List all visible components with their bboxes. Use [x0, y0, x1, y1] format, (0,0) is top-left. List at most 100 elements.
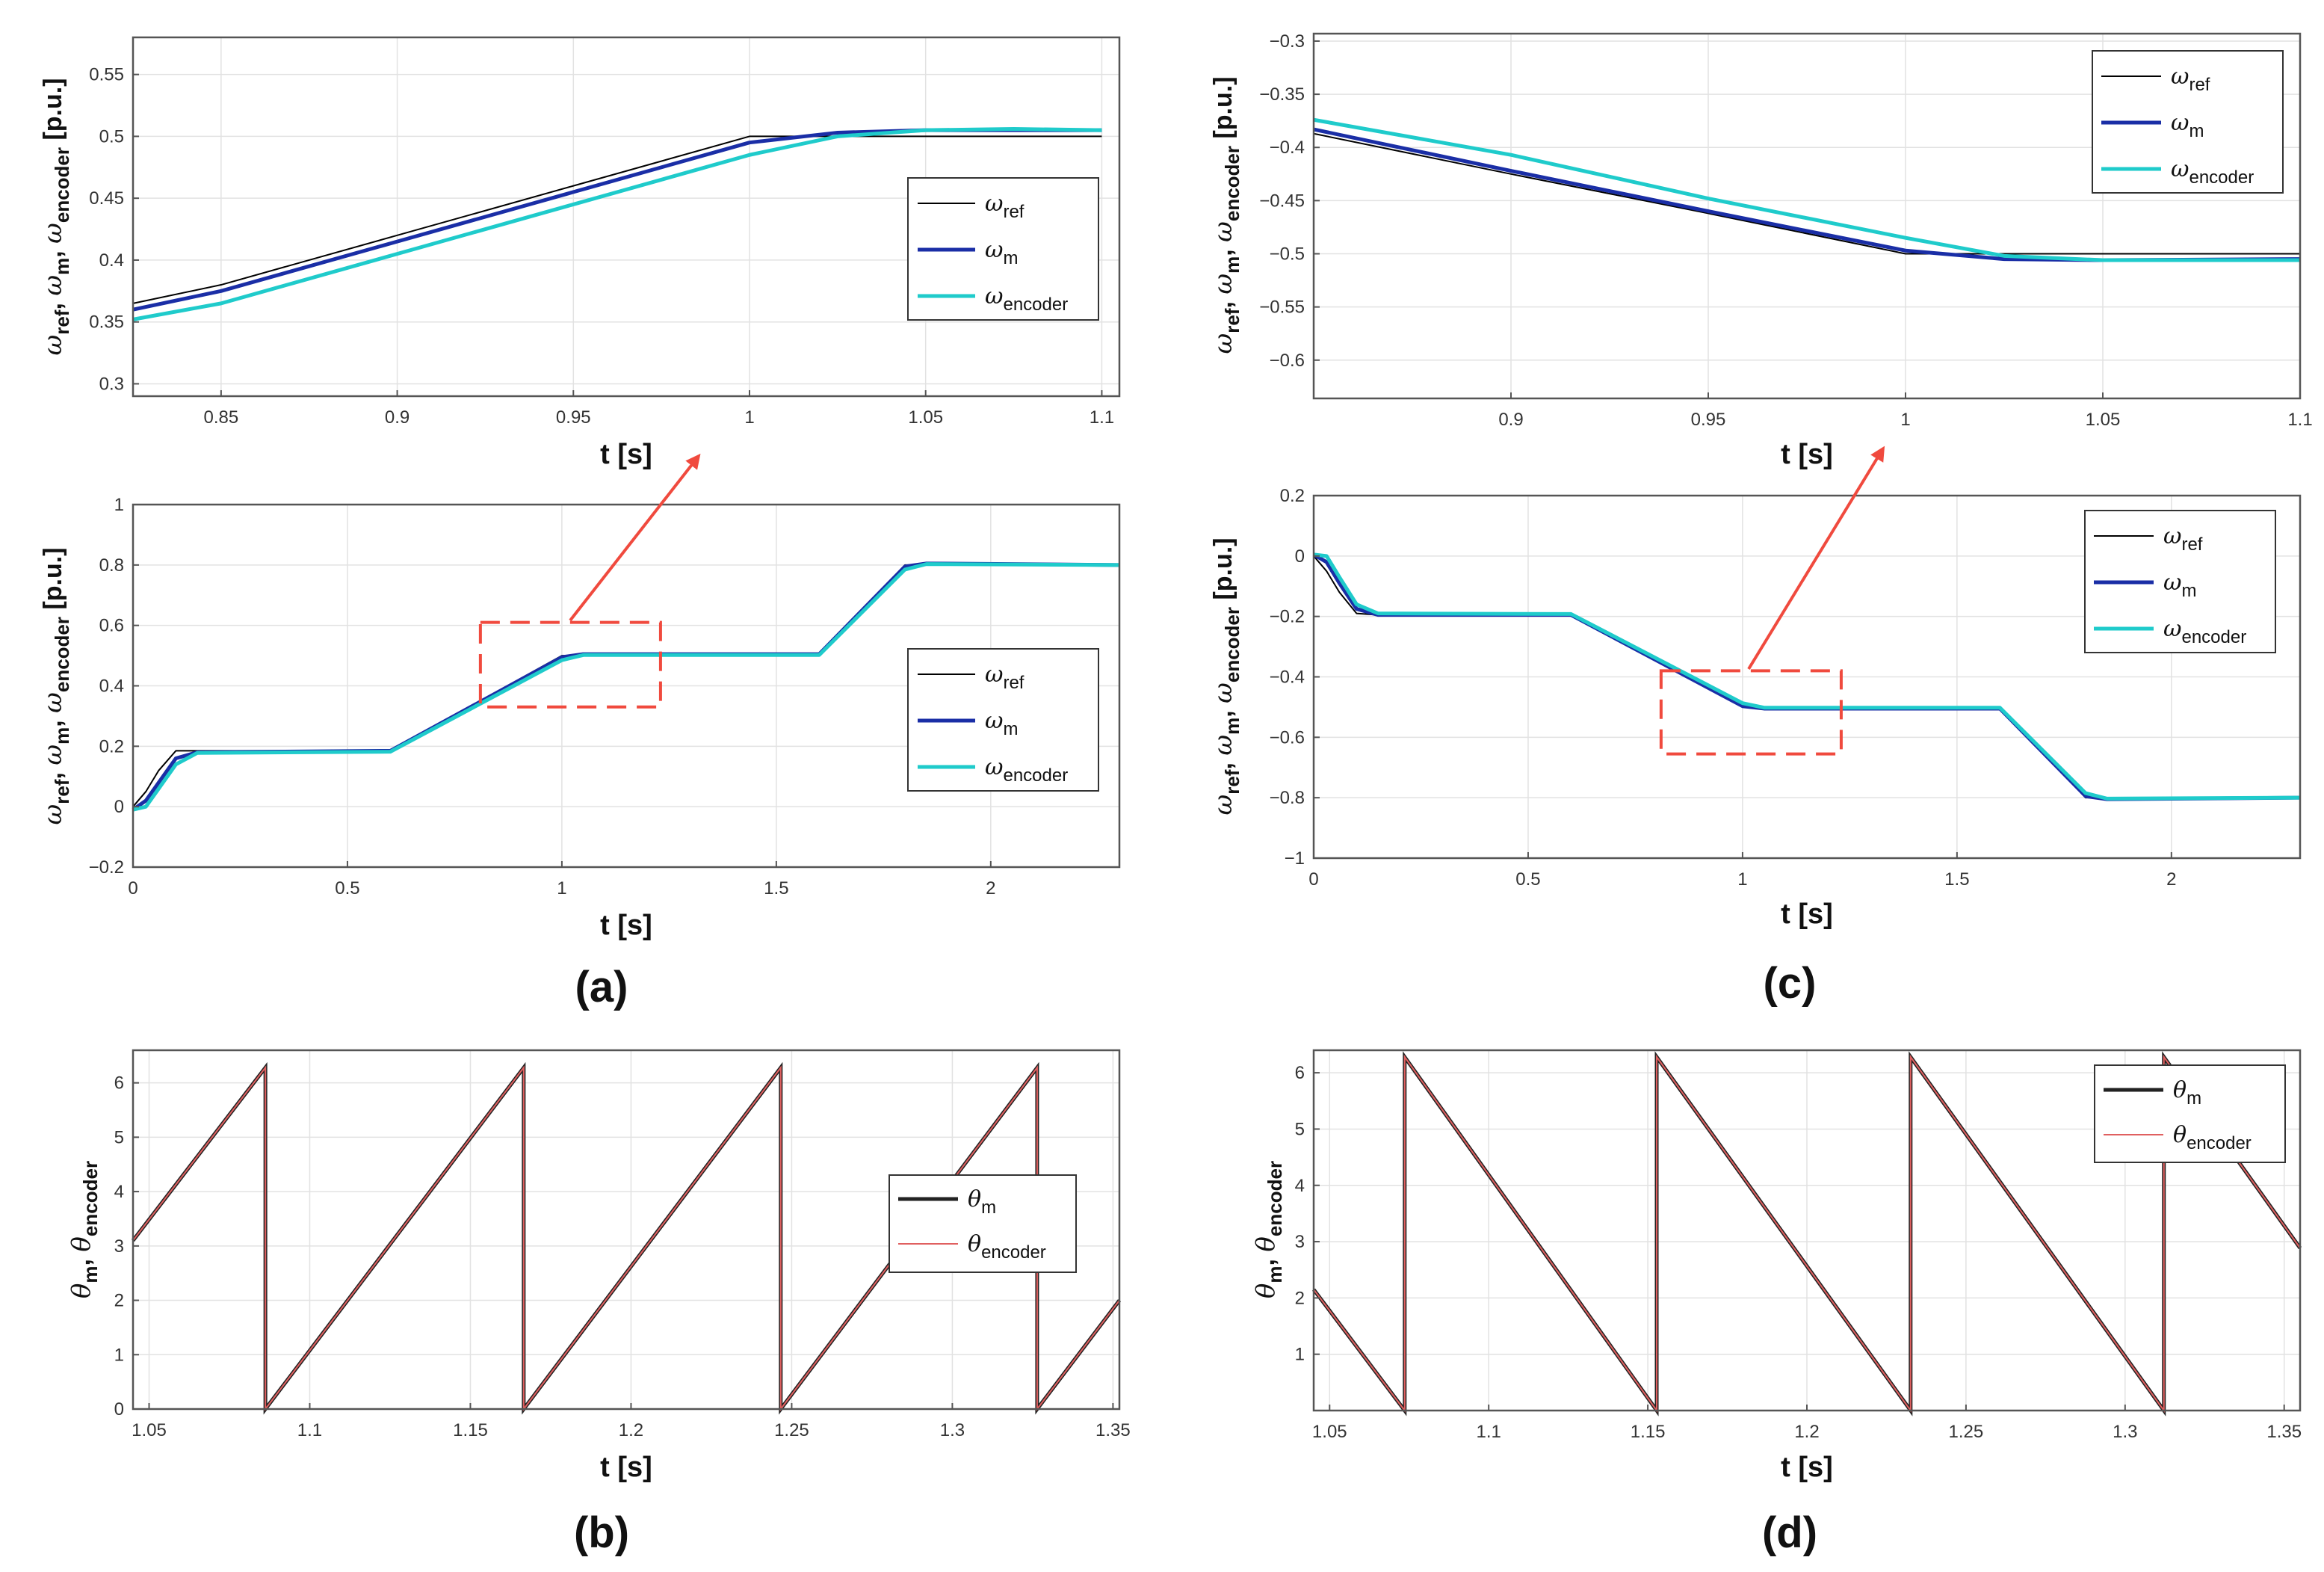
- y-tick-label-d: 1: [1295, 1345, 1305, 1365]
- x-tick-label-b: 1.1: [297, 1420, 322, 1440]
- legend-label-ref: ωref: [2163, 523, 2203, 555]
- y-tick-label-c-zoom: −0.35: [1259, 84, 1305, 105]
- x-tick-label-c-zoom: 1.05: [2086, 410, 2121, 430]
- y-tick-label-d: 2: [1295, 1288, 1305, 1308]
- zoom-box-rect: [478, 620, 662, 709]
- y-tick-label-b: 1: [114, 1345, 124, 1365]
- y-axis-label-d: θm, θencoder: [1251, 1161, 1286, 1298]
- series-line-ref: [132, 135, 1102, 304]
- series-line-ref: [1313, 132, 2300, 255]
- series-group-d: [1312, 1051, 2302, 1417]
- y-tick-label-a-zoom: 0.35: [89, 312, 124, 333]
- x-axis-label-d: t [s]: [1781, 1452, 1833, 1483]
- legend-b: θm θencoder: [889, 1174, 1077, 1273]
- series-line-encoder: [132, 562, 1120, 812]
- legend-label-m: ωm: [985, 708, 1018, 739]
- legend-label-theta-m: θm: [968, 1186, 996, 1218]
- y-tick-label-c-main: 0: [1295, 546, 1305, 567]
- y-tick-label-c-zoom: −0.55: [1259, 298, 1305, 318]
- x-tick-label-d: 1.1: [1477, 1422, 1501, 1442]
- y-tick-label-a-main: 1: [114, 495, 124, 515]
- y-axis-label-a-main: ωref, ωm, ωencoder [p.u.]: [38, 547, 73, 824]
- x-tick-label-a-zoom: 0.9: [385, 407, 410, 428]
- y-axis-label-c-main: ωref, ωm, ωencoder [p.u.]: [1208, 537, 1243, 815]
- chart-b: 1.05 1.1 1.15 1.2 1.25 1.3 1.35 0 1 2 3 4 5 6 t [s] θ…: [67, 1049, 1131, 1483]
- y-tick-label-a-zoom: 0.3: [99, 374, 124, 394]
- zoom-arrow-c: [1747, 446, 1885, 671]
- ticks-a-zoom: 0.85 0.9 0.95 1 1.05 1.1 0.3 0.35 0.4 0.45 0.5 0.55: [89, 65, 1114, 428]
- x-tick-label-a-zoom: 0.85: [203, 407, 238, 428]
- ticks-c-main: 0 0.5 1 1.5 2 −1 −0.8 −0.6 −0.4 −0.2 0 0.2: [1270, 486, 2177, 890]
- y-tick-label-a-main: 0: [114, 797, 124, 817]
- zoom-highlight-box-a: [478, 620, 662, 709]
- ticks-b: 1.05 1.1 1.15 1.2 1.25 1.3 1.35 0 1 2 3 4 5 6: [114, 1073, 1131, 1440]
- legend-label-m: ωm: [2163, 570, 2196, 601]
- panel-label-c: (c): [1764, 959, 1817, 1008]
- panel-label-a: (a): [575, 963, 628, 1011]
- x-tick-label-a-zoom: 1.1: [1090, 407, 1114, 428]
- legend-d: θm θencoder: [2094, 1064, 2286, 1163]
- y-tick-label-a-zoom: 0.5: [99, 126, 124, 147]
- chart-c-zoom: 0.9 0.95 1 1.05 1.1 −0.3 −0.35 −0.4 −0.45 −0.5 −0.…: [1208, 31, 2313, 470]
- chart-a-zoom: 0.85 0.9 0.95 1 1.05 1.1 0.3 0.35 0.4 0.45 0.5 0.55…: [38, 36, 1121, 470]
- legend-label-ref: ωref: [985, 662, 1025, 693]
- legend-label-ref: ωref: [985, 191, 1025, 222]
- y-tick-label-a-main: 0.2: [99, 736, 124, 756]
- legend-label-ref: ωref: [2171, 64, 2210, 95]
- zoom-arrow-a: [569, 453, 701, 622]
- x-tick-label-d: 1.25: [1949, 1422, 1984, 1442]
- y-tick-label-c-main: −0.8: [1270, 788, 1305, 808]
- x-tick-label-a-main: 0: [128, 878, 137, 898]
- y-tick-label-c-main: −0.6: [1270, 727, 1305, 748]
- legend-c-zoom: ωref ωm ωencoder: [2092, 50, 2284, 194]
- chart-a-main: 0 0.5 1 1.5 2−0.200.20.40.60.81 t [s] ωref, …: [38, 495, 1121, 941]
- x-axis-label-b: t [s]: [600, 1452, 652, 1483]
- ticks-a-main: 0 0.5 1 1.5 2−0.200.20.40.60.81: [89, 495, 996, 898]
- y-tick-label-b: 4: [114, 1182, 124, 1202]
- x-tick-label-c-main: 0.5: [1515, 869, 1540, 890]
- ticks-c-zoom: 0.9 0.95 1 1.05 1.1 −0.3 −0.35 −0.4 −0.45 −0.5 −0.…: [1259, 31, 2312, 430]
- x-tick-label-b: 1.15: [453, 1420, 488, 1440]
- y-tick-label-d: 4: [1295, 1176, 1305, 1196]
- y-tick-label-a-zoom: 0.45: [89, 188, 124, 209]
- legend-label-theta-encoder: θencoder: [2173, 1122, 2252, 1153]
- axes-frame-a-zoom: [132, 36, 1121, 398]
- y-axis-label-b: θm, θencoder: [67, 1161, 102, 1298]
- legend-a-zoom: ωref ωm ωencoder: [907, 177, 1099, 321]
- chart-c-main: 0 0.5 1 1.5 2 −1 −0.8 −0.6 −0.4 −0.2 0 0.2 t [s] ωr…: [1208, 486, 2302, 930]
- x-tick-label-d: 1.05: [1312, 1422, 1347, 1442]
- legend-c-main: ωref ωm ωencoder: [2084, 510, 2276, 653]
- y-tick-label-a-zoom: 0.55: [89, 65, 124, 85]
- y-tick-label-c-zoom: −0.45: [1259, 191, 1305, 211]
- y-tick-label-a-main: −0.2: [89, 857, 124, 878]
- legend-label-theta-m: θm: [2173, 1077, 2201, 1109]
- y-tick-label-a-main: 0.4: [99, 676, 124, 697]
- x-axis-label-c-main: t [s]: [1781, 898, 1833, 930]
- legend-label-encoder: ωencoder: [2163, 616, 2246, 647]
- x-tick-label-a-main: 0.5: [335, 878, 359, 898]
- y-tick-label-a-zoom: 0.4: [99, 250, 124, 271]
- y-tick-label-c-zoom: −0.4: [1270, 138, 1305, 158]
- y-tick-label-c-main: −1: [1285, 848, 1305, 869]
- series-line-encoder: [1313, 552, 2301, 801]
- y-tick-label-c-main: −0.2: [1270, 607, 1305, 627]
- x-tick-label-d: 1.35: [2266, 1422, 2302, 1442]
- y-tick-label-c-zoom: −0.6: [1270, 351, 1305, 371]
- series-line-theta-encoder: [1313, 1054, 2301, 1414]
- x-tick-label-c-zoom: 0.95: [1691, 410, 1726, 430]
- series-line-encoder: [132, 126, 1102, 321]
- y-tick-label-b: 2: [114, 1291, 124, 1311]
- chart-d: 1.05 1.1 1.15 1.2 1.25 1.3 1.35 1 2 3 4 5 6 t [s] θm…: [1251, 1049, 2302, 1483]
- ticks-d: 1.05 1.1 1.15 1.2 1.25 1.3 1.35 1 2 3 4 5 6: [1295, 1063, 2302, 1442]
- y-tick-label-c-zoom: −0.5: [1270, 244, 1305, 265]
- y-tick-label-d: 6: [1295, 1063, 1305, 1083]
- x-tick-label-c-zoom: 1.1: [2287, 410, 2312, 430]
- x-axis-label-a-main: t [s]: [600, 910, 652, 941]
- x-tick-label-c-main: 1: [1737, 869, 1747, 890]
- y-tick-label-c-main: 0.2: [1280, 486, 1305, 506]
- y-axis-label-a-zoom: ωref, ωm, ωencoder [p.u.]: [38, 78, 73, 355]
- x-tick-label-a-zoom: 0.95: [556, 407, 591, 428]
- x-tick-label-b: 1.35: [1095, 1420, 1131, 1440]
- zoom-box-rect: [1659, 669, 1843, 756]
